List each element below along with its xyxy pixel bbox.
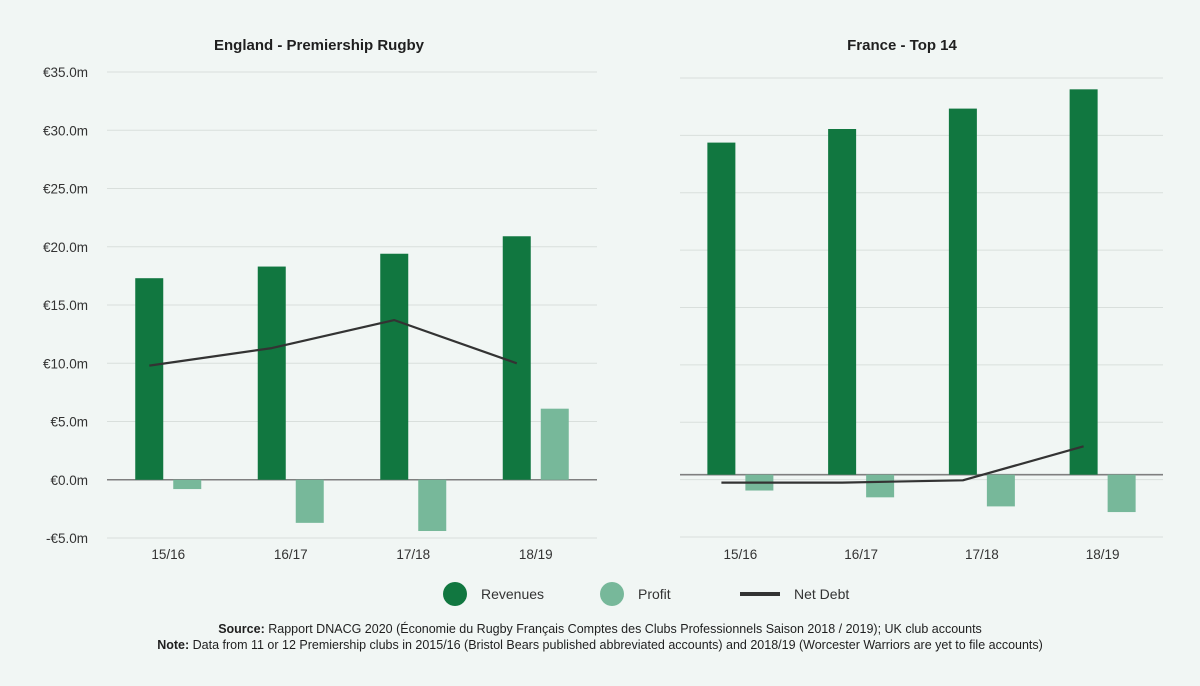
legend-item-net-debt: Net Debt: [740, 580, 849, 608]
note-line: Note: Data from 11 or 12 Premiership clu…: [0, 637, 1200, 653]
panel-1-profit-bar: [418, 479, 447, 532]
profit-swatch: [600, 582, 624, 606]
y-tick-label: €10.0m: [43, 356, 88, 371]
panel-1-title: England - Premiership Rugby: [214, 37, 425, 54]
y-tick-label: €30.0m: [43, 123, 88, 138]
panel-1-revenues-bar: [135, 278, 164, 480]
panel-2-net-debt-line: [721, 445, 1084, 484]
panel-2-title: France - Top 14: [847, 37, 957, 54]
y-tick-label: -€5.0m: [46, 531, 88, 546]
panel-2-revenues-bar: [828, 129, 857, 475]
panel-1-revenues-bar: [502, 236, 531, 480]
y-tick-label: €25.0m: [43, 182, 88, 197]
panel-1-net-debt-line: [149, 319, 518, 367]
panel-1-x-tick-label: 18/19: [519, 547, 553, 562]
panel-1-x-tick-label: 17/18: [396, 547, 430, 562]
y-tick-label: €5.0m: [50, 415, 88, 430]
panel-2-profit-bar: [1107, 474, 1136, 513]
y-tick-label: €15.0m: [43, 298, 88, 313]
panel-2-revenues-bar: [707, 142, 736, 475]
revenues-swatch: [443, 582, 467, 606]
panel-1-revenues-bar: [257, 266, 286, 480]
panel-1-x-tick-label: 16/17: [274, 547, 308, 562]
panel-1-profit-bar: [540, 408, 569, 480]
source-text: Rapport DNACG 2020 (Économie du Rugby Fr…: [268, 622, 982, 636]
panel-2-x-tick-label: 17/18: [965, 547, 999, 562]
panel-2-revenues-bar: [1069, 89, 1098, 475]
y-tick-label: €0.0m: [50, 473, 88, 488]
legend: Revenues Profit Net Debt: [0, 580, 1200, 608]
panel-2-x-tick-label: 16/17: [844, 547, 878, 562]
legend-item-profit: Profit: [600, 580, 671, 608]
footnotes: Source: Rapport DNACG 2020 (Économie du …: [0, 621, 1200, 653]
y-tick-label: €20.0m: [43, 240, 88, 255]
charts-canvas: England - Premiership Rugby €35.0m €30.0m €…: [43, 37, 1163, 562]
y-tick-label: €35.0m: [43, 65, 88, 80]
legend-item-revenues: Revenues: [443, 580, 544, 608]
panel-2-x-tick-label: 15/16: [723, 547, 757, 562]
panel-1-profit-bar: [173, 479, 202, 490]
panel-2-profit-bar: [986, 474, 1015, 507]
panel-2-revenues-bar: [948, 108, 977, 475]
source-line: Source: Rapport DNACG 2020 (Économie du …: [0, 621, 1200, 637]
legend-label-net-debt: Net Debt: [794, 586, 850, 602]
legend-label-revenues: Revenues: [481, 586, 545, 602]
panel-2-x-tick-label: 18/19: [1086, 547, 1120, 562]
panel-1-revenues-bar: [380, 253, 409, 480]
source-label: Source:: [218, 622, 265, 636]
panel-2-profit-bar: [866, 474, 895, 498]
legend-label-profit: Profit: [638, 586, 671, 602]
panel-1-profit-bar: [295, 479, 324, 523]
note-text: Data from 11 or 12 Premiership clubs in …: [192, 638, 1043, 652]
net-debt-swatch: [740, 592, 780, 596]
panel-1-x-tick-label: 15/16: [151, 547, 185, 562]
note-label: Note:: [157, 638, 190, 652]
